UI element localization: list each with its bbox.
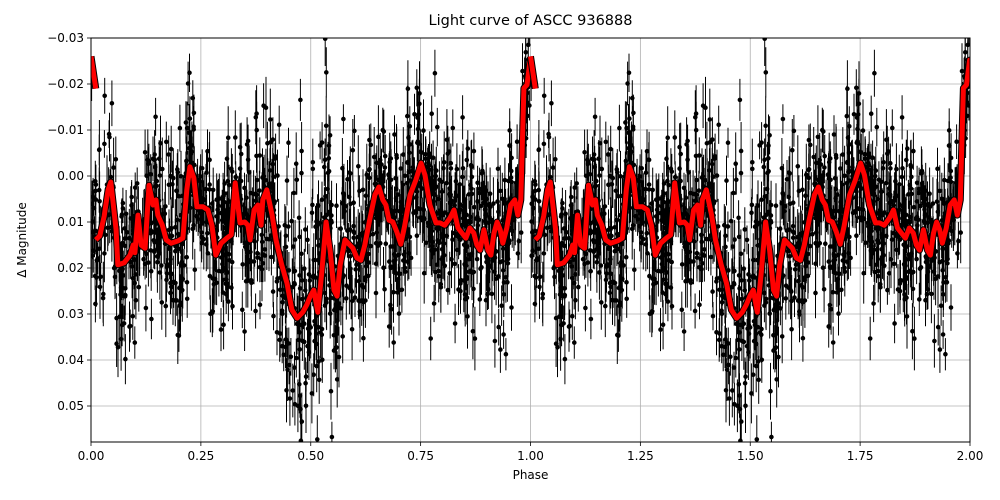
x-tick-label: 2.00 <box>957 449 984 463</box>
x-tick-label: 1.25 <box>627 449 654 463</box>
x-tick-label: 0.75 <box>407 449 434 463</box>
fit-line <box>94 57 533 321</box>
y-tick-label: 0.01 <box>57 215 84 229</box>
chart-title: Light curve of ASCC 936888 <box>428 13 633 29</box>
y-tick-label: 0.03 <box>57 307 84 321</box>
fit-line <box>533 57 970 321</box>
data-points <box>91 38 970 442</box>
x-tick-label: 1.00 <box>517 449 544 463</box>
y-tick-label: −0.01 <box>47 123 84 137</box>
y-tick-label: −0.02 <box>47 77 84 91</box>
y-tick-label: 0.04 <box>57 353 84 367</box>
fit-line <box>91 56 99 89</box>
y-tick-label: 0.02 <box>57 261 84 275</box>
fit-line <box>528 56 538 89</box>
x-axis-ticks: 0.00 0.25 0.50 0.75 1.00 1.25 1.50 1.75 2.00 <box>78 442 984 463</box>
y-axis-ticks: −0.03 −0.02 −0.01 0.00 0.01 0.02 0.03 0.04 0.05 <box>47 31 91 413</box>
x-axis-label: Phase <box>512 468 549 482</box>
y-tick-label: −0.03 <box>47 31 84 45</box>
fit-curve <box>91 55 970 322</box>
y-axis-label: Δ Magnitude <box>15 202 29 278</box>
x-tick-label: 0.25 <box>188 449 215 463</box>
y-tick-label: 0.05 <box>57 399 84 413</box>
x-tick-label: 0.50 <box>297 449 324 463</box>
y-tick-label: 0.00 <box>57 169 84 183</box>
x-tick-label: 0.00 <box>78 449 105 463</box>
x-tick-label: 1.50 <box>737 449 764 463</box>
x-tick-label: 1.75 <box>847 449 874 463</box>
